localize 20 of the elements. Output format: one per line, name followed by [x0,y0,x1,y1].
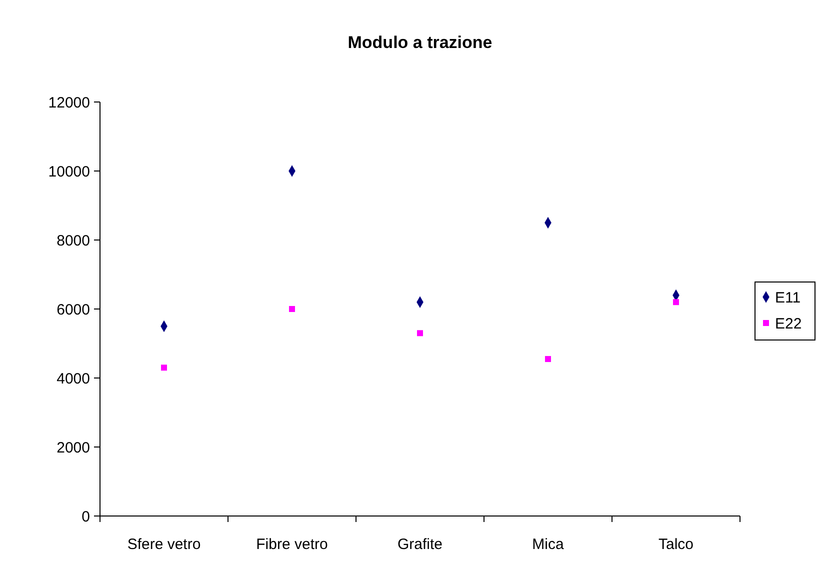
y-tick-label: 4000 [56,370,90,388]
point [417,330,423,336]
point [673,299,679,306]
point [545,356,551,362]
y-tick-label: 12000 [48,94,90,112]
legend-label: E22 [775,315,802,332]
y-tick-label: 10000 [48,163,90,180]
y-tick-label: 6000 [56,301,90,318]
y-tick-label: 8000 [56,232,90,250]
x-tick-label: Fibre vetro [256,536,328,553]
legend-label: E11 [775,289,801,306]
x-tick-label: Grafite [397,536,443,553]
point [161,364,167,371]
y-tick-label: 0 [82,508,90,526]
x-tick-label: Mica [532,536,564,553]
y-tick-label: 2000 [56,439,90,456]
x-tick-label: Sfere vetro [127,536,201,553]
chart-title: Modulo a trazione [348,33,492,52]
point [289,306,295,312]
x-tick-label: Talco [658,536,694,553]
